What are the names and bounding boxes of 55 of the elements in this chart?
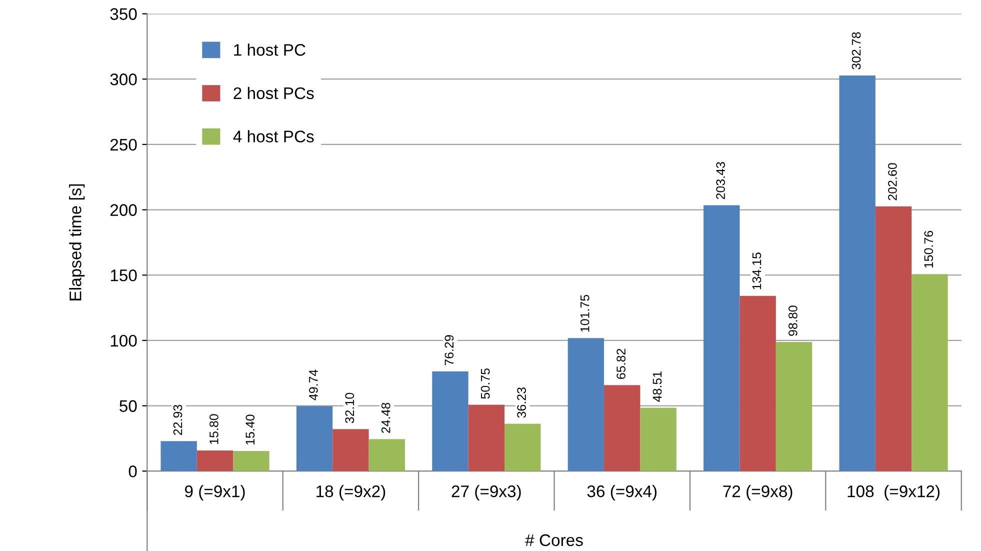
y-axis-title: Elapsed time [s]	[69, 184, 85, 300]
data-label: 302.78	[852, 32, 861, 70]
bar	[432, 371, 468, 472]
x-tick-label: 108 (=9x12)	[848, 484, 940, 501]
bar	[296, 406, 333, 472]
data-label: 48.51	[652, 371, 662, 402]
bar	[640, 408, 676, 472]
data-label: 134.15	[752, 252, 762, 290]
bar	[160, 441, 197, 472]
data-label: 76.29	[444, 335, 454, 366]
bar	[196, 450, 234, 472]
y-tick-label: 250	[110, 138, 137, 151]
bar	[332, 429, 369, 472]
y-tick-label: 100	[110, 334, 137, 347]
legend-label: 2 host PCs	[234, 86, 314, 100]
bar	[604, 385, 640, 472]
bar	[504, 424, 541, 472]
bar	[740, 296, 776, 472]
bar	[468, 404, 505, 472]
data-label: 49.74	[309, 370, 318, 400]
bar	[704, 205, 740, 472]
data-label: 36.23	[517, 387, 526, 418]
data-label: 32.10	[345, 392, 354, 424]
data-label: 150.76	[924, 230, 934, 268]
data-label: 65.82	[616, 348, 626, 379]
legend-label: 1 host PC	[234, 44, 306, 56]
bar	[839, 75, 876, 472]
data-label: 50.75	[480, 368, 490, 399]
x-tick-label: 72 (=9x8)	[723, 484, 792, 501]
x-tick-label: 27 (=9x3)	[452, 484, 521, 501]
y-tick-label: 50	[120, 400, 137, 412]
bar	[875, 206, 912, 472]
data-label: 98.80	[788, 306, 798, 336]
x-tick-label: 18 (=9x2)	[316, 484, 386, 501]
x-tick-label: 9 (=9x1)	[184, 484, 245, 501]
y-tick-label: 0	[128, 466, 137, 478]
data-label: 24.48	[381, 402, 390, 433]
y-tick-label: 300	[110, 74, 137, 86]
data-label: 101.75	[580, 294, 590, 332]
bar	[568, 338, 604, 472]
data-label: 202.60	[888, 163, 897, 200]
x-axis-title: # Cores	[525, 534, 583, 546]
bar	[368, 439, 405, 472]
y-tick-label: 350	[110, 8, 137, 20]
bar	[776, 342, 812, 472]
data-label: 15.40	[246, 414, 255, 444]
data-label: 15.80	[210, 414, 218, 444]
bar	[912, 274, 948, 472]
bar	[233, 450, 270, 472]
x-tick-label: 36 (=9x4)	[587, 484, 657, 501]
legend-label: 4 host PCs	[233, 130, 314, 142]
data-label: 203.43	[716, 162, 725, 200]
data-label: 22.93	[173, 404, 182, 435]
y-tick-label: 150	[110, 270, 137, 282]
y-tick-label: 200	[110, 204, 137, 216]
